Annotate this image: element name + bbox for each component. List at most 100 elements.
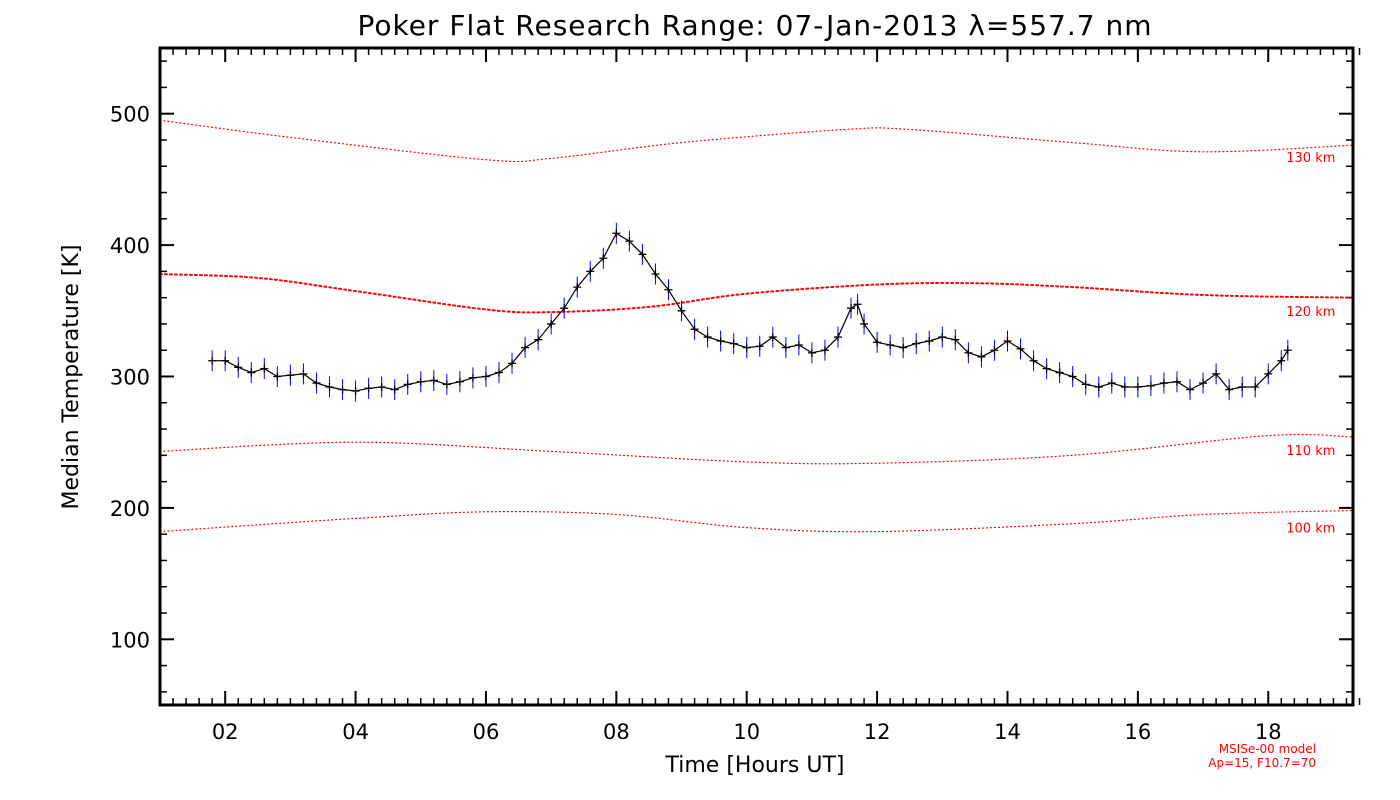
x-axis-label: Time [Hours UT]: [665, 753, 845, 778]
data-point-marker: [586, 267, 595, 276]
data-point-marker: [1225, 385, 1234, 394]
data-point-marker: [612, 229, 621, 238]
data-point-marker: [1068, 372, 1077, 381]
data-point-marker: [377, 383, 386, 392]
data-point-marker: [403, 380, 412, 389]
data-point-marker: [429, 376, 438, 385]
data-point-marker: [1081, 380, 1090, 389]
data-point-marker: [416, 377, 425, 386]
x-tick-label: 12: [864, 720, 891, 744]
data-series: [208, 222, 1292, 402]
data-point-marker: [964, 348, 973, 357]
y-tick-label: 500: [110, 103, 150, 127]
data-point-marker: [925, 337, 934, 346]
y-tick-label: 400: [110, 234, 150, 258]
data-point-marker: [833, 333, 842, 342]
data-point-marker: [1277, 356, 1286, 365]
data-point-marker: [703, 333, 712, 342]
model-curve-label: 100 km: [1286, 522, 1335, 537]
model-curves: 130 km 120 km 110 km 100 km: [159, 119, 1354, 537]
x-tick-label: 14: [994, 720, 1021, 744]
data-point-marker: [847, 304, 856, 313]
data-point-marker: [508, 359, 517, 368]
data-point-marker: [534, 335, 543, 344]
x-tick-label: 02: [212, 720, 239, 744]
x-tick-label: 06: [473, 720, 500, 744]
data-point-marker: [299, 369, 308, 378]
data-point-marker: [286, 371, 295, 380]
model-note-line-2: Ap=15, F10.7=70: [1208, 756, 1316, 770]
model-curve-130-km: [159, 119, 1354, 163]
data-point-marker: [716, 337, 725, 346]
data-point-marker: [1146, 381, 1155, 390]
data-point-marker: [755, 342, 764, 351]
data-point-marker: [273, 372, 282, 381]
data-point-marker: [638, 250, 647, 259]
data-point-marker: [547, 319, 556, 328]
data-point-marker: [573, 283, 582, 292]
data-point-marker: [951, 335, 960, 344]
data-point-marker: [325, 383, 334, 392]
model-curve-100-km: [159, 509, 1354, 533]
data-point-marker: [820, 346, 829, 355]
data-point-marker: [677, 306, 686, 315]
data-point-marker: [560, 304, 569, 313]
x-tick-label: 08: [603, 720, 630, 744]
data-point-marker: [234, 363, 243, 372]
data-point-marker: [599, 254, 608, 263]
x-tick-label: 16: [1125, 720, 1152, 744]
model-curve-label: 120 km: [1286, 305, 1335, 320]
data-point-marker: [1238, 383, 1247, 392]
data-point-marker: [364, 384, 373, 393]
data-point-marker: [1283, 346, 1292, 355]
data-point-marker: [729, 339, 738, 348]
data-point-marker: [247, 368, 256, 377]
data-point-marker: [664, 285, 673, 294]
data-point-marker: [1264, 369, 1273, 378]
data-point-marker: [807, 348, 816, 357]
data-point-marker: [853, 300, 862, 309]
data-point-marker: [873, 338, 882, 347]
data-point-marker: [494, 368, 503, 377]
data-point-marker: [690, 325, 699, 334]
data-point-marker: [1107, 379, 1116, 388]
data-point-marker: [651, 270, 660, 279]
model-curve-120-km: [159, 273, 1354, 314]
data-point-marker: [312, 379, 321, 388]
data-point-marker: [768, 333, 777, 342]
x-tick-label: 04: [342, 720, 369, 744]
data-point-marker: [338, 385, 347, 394]
data-point-marker: [1042, 364, 1051, 373]
data-point-marker: [208, 356, 217, 365]
data-point-marker: [442, 380, 451, 389]
data-point-marker: [468, 373, 477, 382]
data-point-marker: [794, 340, 803, 349]
x-tick-label: 18: [1255, 720, 1282, 744]
data-point-marker: [1029, 356, 1038, 365]
data-point-marker: [1251, 383, 1260, 392]
chart-title: Poker Flat Research Range: 07-Jan-2013 λ…: [357, 9, 1152, 42]
data-point-marker: [481, 372, 490, 381]
model-curve-label: 110 km: [1286, 444, 1335, 459]
data-point-marker: [1133, 383, 1142, 392]
data-point-marker: [625, 237, 634, 246]
chart-axes: 02 04 06 08 10 12 14 16 18 100 200 300 400 500: [110, 48, 1361, 744]
data-point-marker: [1186, 385, 1195, 394]
data-point-marker: [1003, 337, 1012, 346]
data-point-marker: [1055, 368, 1064, 377]
data-point-marker: [886, 340, 895, 349]
y-axis-label: Median Temperature [K]: [59, 245, 84, 510]
data-point-marker: [1120, 383, 1129, 392]
data-point-marker: [390, 385, 399, 394]
data-point-marker: [781, 343, 790, 352]
data-point-marker: [521, 343, 530, 352]
plot-frame: [158, 46, 1355, 707]
data-point-marker: [1016, 344, 1025, 353]
model-curve-110-km: [159, 433, 1354, 465]
data-point-marker: [1199, 379, 1208, 388]
y-tick-label: 200: [110, 497, 150, 521]
data-point-marker: [977, 352, 986, 361]
temperature-line: [212, 232, 1289, 392]
data-point-marker: [899, 343, 908, 352]
